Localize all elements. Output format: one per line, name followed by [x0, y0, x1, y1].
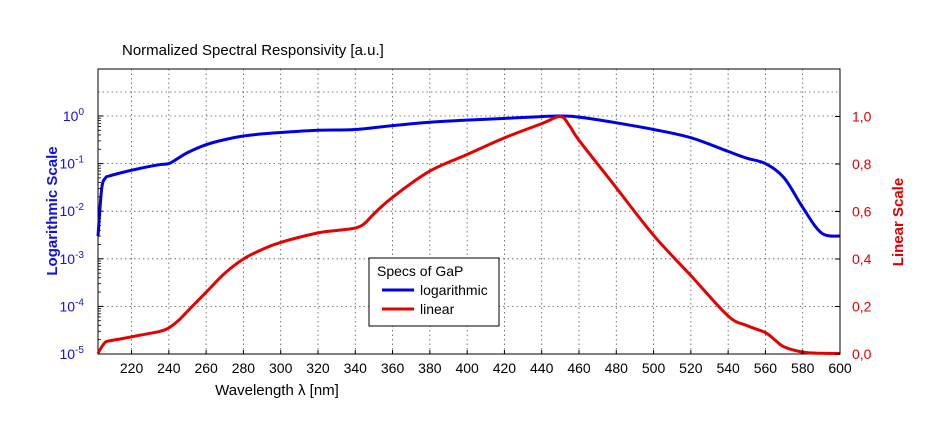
left-tick-label: 10-4 — [60, 297, 85, 314]
right-tick-label: 0,0 — [852, 346, 872, 362]
x-tick-label: 420 — [493, 360, 517, 376]
right-tick-label: 0,6 — [852, 204, 872, 220]
left-axis-label: Logarithmic Scale — [44, 146, 61, 275]
x-tick-label: 500 — [642, 360, 666, 376]
legend-label-logarithmic: logarithmic — [420, 282, 488, 298]
right-axis-label: Linear Scale — [890, 178, 907, 266]
x-tick-label: 480 — [605, 360, 629, 376]
x-tick-label: 320 — [306, 360, 330, 376]
chart-title: Normalized Spectral Responsivity [a.u.] — [122, 42, 384, 59]
x-tick-label: 260 — [194, 360, 218, 376]
x-tick-label: 280 — [232, 360, 256, 376]
x-tick-label: 340 — [344, 360, 368, 376]
x-tick-label: 360 — [381, 360, 405, 376]
x-tick-label: 540 — [716, 360, 740, 376]
x-tick-label: 440 — [530, 360, 554, 376]
right-tick-label: 1,0 — [852, 109, 872, 125]
x-tick-label: 220 — [120, 360, 144, 376]
x-tick-label: 400 — [455, 360, 479, 376]
x-tick-label: 460 — [567, 360, 591, 376]
legend-box — [368, 257, 500, 327]
x-tick-label: 380 — [418, 360, 442, 376]
right-tick-label: 0,8 — [852, 156, 872, 172]
x-tick-label: 300 — [269, 360, 293, 376]
right-tick-label: 0,2 — [852, 299, 872, 315]
legend: Specs of GaP logarithmic linear — [368, 257, 500, 327]
series-line-logarithmic — [96, 114, 841, 238]
x-tick-label: 520 — [679, 360, 703, 376]
left-axis-ticks: 100 10-1 10-2 10-3 10-4 10-5 — [60, 107, 103, 362]
left-tick-label: 10-3 — [60, 250, 85, 267]
left-tick-label: 10-5 — [60, 345, 85, 362]
legend-label-linear: linear — [420, 301, 455, 317]
left-tick-label: 10-1 — [60, 155, 85, 172]
x-tick-label: 240 — [157, 360, 181, 376]
series-line-linear — [96, 114, 841, 355]
series-lines — [96, 114, 841, 355]
left-tick-label: 100 — [63, 107, 85, 124]
x-tick-label: 560 — [754, 360, 778, 376]
x-tick-label: 600 — [828, 360, 852, 376]
x-axis-ticks: 220 240 260 280 300 320 340 360 380 400 420 440 460 4… — [120, 350, 852, 376]
legend-title: Specs of GaP — [377, 263, 463, 279]
x-axis-label: Wavelength λ [nm] — [215, 382, 339, 399]
left-tick-label: 10-2 — [60, 202, 85, 219]
x-tick-label: 580 — [791, 360, 815, 376]
right-axis-ticks: 1,0 0,8 0,6 0,4 0,2 0,0 — [835, 109, 872, 362]
right-tick-label: 0,4 — [852, 251, 872, 267]
